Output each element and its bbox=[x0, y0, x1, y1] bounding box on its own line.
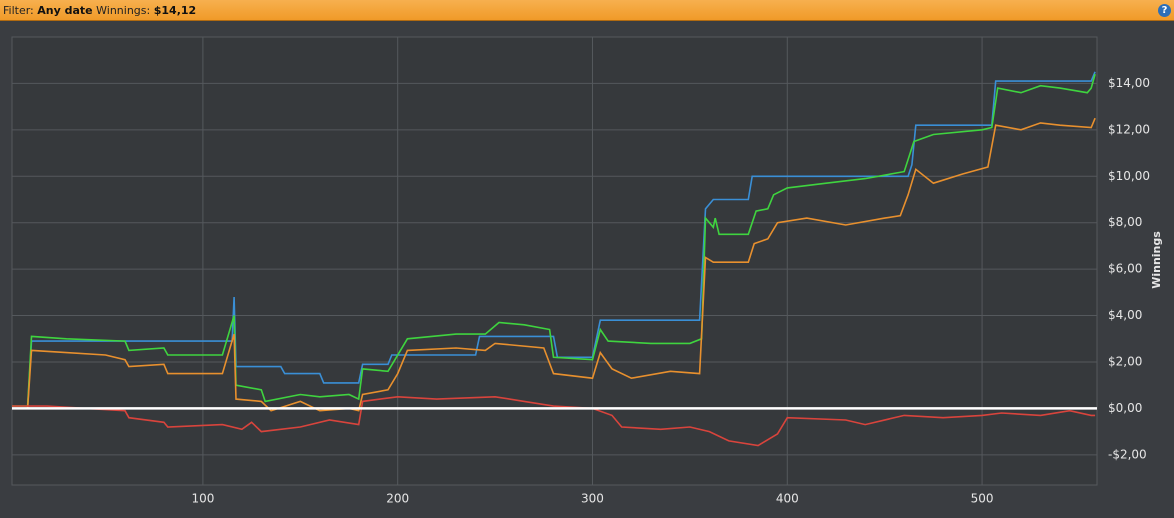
filter-label: Filter: bbox=[3, 4, 34, 17]
y-tick-label: $8,00 bbox=[1108, 215, 1142, 229]
series-line bbox=[12, 117, 1096, 412]
y-tick-label: $12,00 bbox=[1108, 122, 1150, 136]
y-tick-label: $4,00 bbox=[1108, 308, 1142, 322]
y-tick-label: $10,00 bbox=[1108, 169, 1150, 183]
series-line bbox=[12, 73, 1096, 407]
series-line bbox=[12, 71, 1096, 410]
filter-bar: Filter: Any date Winnings: $14,12? bbox=[0, 0, 1174, 21]
y-tick-label: $0,00 bbox=[1108, 401, 1142, 415]
y-axis-label: Winnings bbox=[1150, 231, 1163, 289]
filter-value[interactable]: Any date bbox=[37, 4, 93, 17]
y-tick-label: $2,00 bbox=[1108, 354, 1142, 368]
x-tick-label: 500 bbox=[971, 492, 994, 506]
y-tick-label: $14,00 bbox=[1108, 76, 1150, 90]
y-tick-label: $6,00 bbox=[1108, 262, 1142, 276]
winnings-label: Winnings: bbox=[96, 4, 151, 17]
x-tick-label: 300 bbox=[581, 492, 604, 506]
y-tick-label: -$2,00 bbox=[1108, 447, 1147, 461]
x-tick-label: 200 bbox=[386, 492, 409, 506]
x-tick-label: 100 bbox=[191, 492, 214, 506]
chart: Winnings -$2,00 $0,00 $2,00 $4,00 $6,00 $8,00… bbox=[11, 36, 1163, 506]
plot-area bbox=[11, 36, 1098, 486]
x-tick-label: 400 bbox=[776, 492, 799, 506]
help-icon[interactable]: ? bbox=[1158, 4, 1171, 17]
winnings-value: $14,12 bbox=[153, 4, 197, 17]
